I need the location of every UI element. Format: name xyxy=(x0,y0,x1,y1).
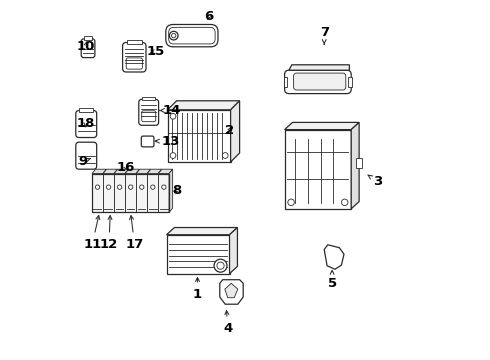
Polygon shape xyxy=(229,228,238,274)
Polygon shape xyxy=(103,169,117,174)
Bar xyxy=(143,97,155,100)
Polygon shape xyxy=(92,169,106,174)
Circle shape xyxy=(217,262,224,269)
Circle shape xyxy=(170,31,178,40)
Polygon shape xyxy=(285,122,359,130)
Text: 8: 8 xyxy=(172,184,182,197)
Text: 6: 6 xyxy=(204,10,214,23)
Polygon shape xyxy=(125,169,140,174)
Text: 16: 16 xyxy=(117,161,135,174)
FancyBboxPatch shape xyxy=(76,111,97,138)
Text: 4: 4 xyxy=(223,311,232,335)
FancyBboxPatch shape xyxy=(141,136,154,147)
Circle shape xyxy=(128,185,133,189)
Text: 13: 13 xyxy=(155,135,180,148)
FancyBboxPatch shape xyxy=(122,42,146,72)
Polygon shape xyxy=(324,245,344,269)
Text: 14: 14 xyxy=(160,104,181,117)
Text: 2: 2 xyxy=(225,124,234,137)
Bar xyxy=(92,174,103,212)
Polygon shape xyxy=(289,65,349,70)
Polygon shape xyxy=(225,283,238,298)
Bar xyxy=(92,174,170,212)
FancyBboxPatch shape xyxy=(169,27,215,44)
Circle shape xyxy=(140,185,144,189)
Circle shape xyxy=(342,199,348,206)
Bar xyxy=(79,108,93,112)
Circle shape xyxy=(162,185,166,189)
Polygon shape xyxy=(169,169,172,212)
Circle shape xyxy=(150,185,155,189)
Bar xyxy=(348,77,352,87)
Circle shape xyxy=(96,185,99,189)
Text: 12: 12 xyxy=(100,216,118,251)
Circle shape xyxy=(170,113,176,119)
Bar xyxy=(103,174,114,212)
Polygon shape xyxy=(147,169,162,174)
Circle shape xyxy=(222,153,228,158)
Polygon shape xyxy=(220,280,243,304)
Circle shape xyxy=(170,153,176,158)
FancyBboxPatch shape xyxy=(126,58,143,69)
Bar xyxy=(147,174,158,212)
Text: 9: 9 xyxy=(78,155,91,168)
Text: 15: 15 xyxy=(147,45,165,58)
Text: 3: 3 xyxy=(368,175,382,188)
Text: 11: 11 xyxy=(83,216,101,251)
FancyBboxPatch shape xyxy=(166,24,218,47)
Circle shape xyxy=(214,259,227,272)
Text: 10: 10 xyxy=(77,40,95,53)
FancyBboxPatch shape xyxy=(139,99,159,125)
Bar xyxy=(136,174,147,212)
Text: 1: 1 xyxy=(193,278,202,301)
Bar xyxy=(284,77,288,87)
Polygon shape xyxy=(351,122,359,209)
Bar xyxy=(127,40,142,44)
Polygon shape xyxy=(158,169,172,174)
Circle shape xyxy=(118,185,122,189)
Polygon shape xyxy=(114,169,128,174)
Bar xyxy=(356,158,362,168)
Bar xyxy=(285,130,351,209)
FancyBboxPatch shape xyxy=(81,39,95,58)
FancyBboxPatch shape xyxy=(285,70,351,94)
FancyBboxPatch shape xyxy=(76,142,97,169)
FancyBboxPatch shape xyxy=(294,73,346,90)
Polygon shape xyxy=(167,228,238,235)
Circle shape xyxy=(172,33,176,38)
Polygon shape xyxy=(231,101,240,162)
Bar xyxy=(84,36,92,40)
Circle shape xyxy=(288,199,294,206)
Bar xyxy=(114,174,125,212)
Text: 18: 18 xyxy=(77,117,95,130)
Polygon shape xyxy=(168,101,240,110)
Bar xyxy=(167,235,229,274)
Polygon shape xyxy=(136,169,150,174)
Text: 7: 7 xyxy=(319,26,329,45)
Bar xyxy=(168,110,231,162)
Bar xyxy=(158,174,169,212)
Text: 17: 17 xyxy=(125,216,144,251)
Text: 5: 5 xyxy=(327,270,337,290)
Bar xyxy=(125,174,136,212)
FancyBboxPatch shape xyxy=(142,111,156,122)
Circle shape xyxy=(106,185,111,189)
